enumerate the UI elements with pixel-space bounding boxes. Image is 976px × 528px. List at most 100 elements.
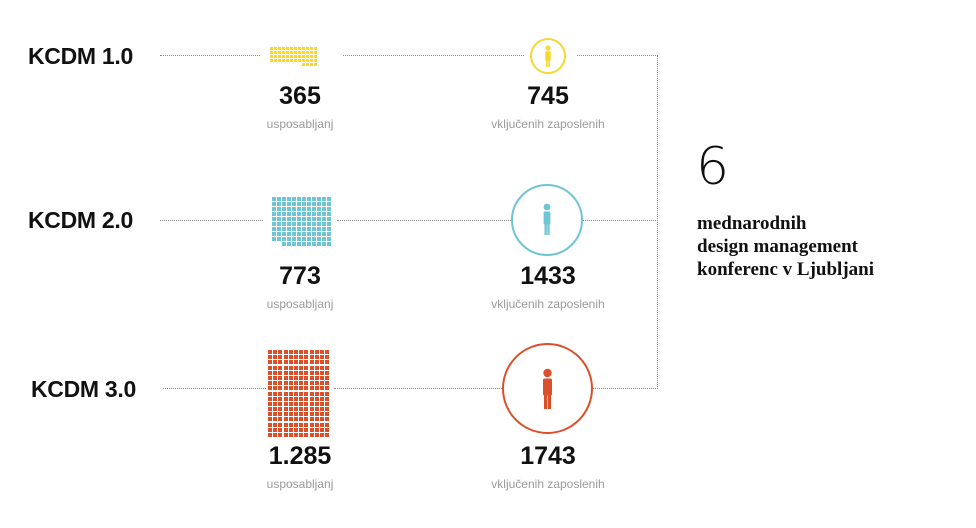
grid-tile — [325, 401, 330, 406]
grid-tile — [309, 412, 314, 417]
grid-tile — [268, 370, 272, 375]
grid-tile — [278, 55, 281, 58]
grid-tile — [307, 232, 311, 236]
grid-tile — [327, 222, 331, 226]
grid-tile — [287, 237, 291, 241]
grid-tile — [292, 237, 296, 241]
grid-tile — [314, 63, 317, 66]
grid-tile — [268, 375, 272, 380]
grid-tile — [309, 381, 314, 386]
grid-tile — [297, 242, 301, 246]
grid-tile — [302, 202, 306, 206]
grid-tile — [322, 207, 326, 211]
grid-tile — [327, 227, 331, 231]
grid-tile — [314, 381, 319, 386]
grid-tile — [273, 365, 278, 370]
trainings-grid-icon — [272, 197, 331, 246]
grid-tile — [270, 47, 273, 50]
grid-tile — [293, 422, 298, 427]
grid-tile — [278, 381, 283, 386]
grid-tile — [272, 217, 276, 221]
grid-tile — [309, 375, 314, 380]
grid-tile — [307, 242, 311, 246]
grid-tile — [268, 350, 272, 354]
grid-tile — [304, 391, 309, 396]
grid-tile — [304, 365, 309, 370]
grid-tile — [307, 212, 311, 216]
grid-tile — [327, 217, 331, 221]
grid-tile — [302, 63, 305, 66]
grid-tile — [283, 433, 288, 437]
trainings-caption: usposabljanj — [266, 297, 334, 311]
grid-tile — [268, 407, 272, 412]
grid-tile — [283, 355, 288, 360]
grid-tile — [327, 202, 331, 206]
employees-count: 1743 — [520, 442, 576, 470]
grid-tile — [273, 391, 278, 396]
summary-line-2: design management — [697, 236, 858, 257]
grid-tile — [310, 47, 313, 50]
trainings-count: 1.285 — [268, 442, 332, 470]
grid-tile — [292, 222, 296, 226]
grid-tile — [268, 401, 272, 406]
grid-tile — [288, 365, 293, 370]
grid-tile — [272, 197, 276, 201]
grid-tile — [293, 355, 298, 360]
grid-tile — [317, 202, 321, 206]
trainings-caption: usposabljanj — [266, 477, 334, 491]
grid-tile — [278, 427, 283, 432]
grid-tile — [278, 360, 283, 365]
grid-tile — [277, 237, 281, 241]
grid-tile — [293, 350, 298, 354]
grid-tile — [319, 370, 324, 375]
grid-tile — [268, 386, 272, 391]
grid-tile — [302, 51, 305, 54]
connector-line-1b — [343, 55, 524, 56]
grid-tile — [314, 59, 317, 62]
grid-tile — [322, 237, 326, 241]
grid-tile — [322, 222, 326, 226]
grid-tile — [286, 47, 289, 50]
grid-tile — [287, 202, 291, 206]
grid-tile — [325, 427, 330, 432]
grid-tile — [288, 375, 293, 380]
grid-tile — [297, 197, 301, 201]
grid-tile — [309, 355, 314, 360]
grid-tile — [304, 360, 309, 365]
grid-tile — [307, 222, 311, 226]
grid-tile — [314, 386, 319, 391]
grid-tile — [312, 197, 316, 201]
grid-tile — [325, 386, 330, 391]
grid-tile — [278, 355, 283, 360]
grid-tile — [293, 391, 298, 396]
grid-tile — [314, 407, 319, 412]
grid-tile — [327, 232, 331, 236]
grid-tile — [304, 433, 309, 437]
grid-tile — [317, 197, 321, 201]
grid-tile — [325, 391, 330, 396]
grid-tile — [290, 59, 293, 62]
grid-tile — [273, 370, 278, 375]
grid-tile — [302, 47, 305, 50]
grid-tile — [312, 202, 316, 206]
grid-tile — [273, 417, 278, 422]
grid-tile — [292, 227, 296, 231]
grid-tile — [283, 360, 288, 365]
grid-tile — [299, 360, 304, 365]
grid-tile — [307, 227, 311, 231]
grid-tile — [325, 365, 330, 370]
grid-tile — [288, 381, 293, 386]
grid-tile — [278, 412, 283, 417]
grid-tile — [314, 47, 317, 50]
grid-tile — [299, 396, 304, 401]
grid-tile — [302, 222, 306, 226]
grid-tile — [298, 47, 301, 50]
grid-tile — [309, 401, 314, 406]
connector-bracket — [657, 55, 658, 389]
summary-line-1: mednarodnih — [697, 213, 807, 234]
grid-tile — [287, 212, 291, 216]
grid-tile — [297, 202, 301, 206]
grid-tile — [288, 370, 293, 375]
grid-tile — [309, 396, 314, 401]
grid-tile — [272, 227, 276, 231]
